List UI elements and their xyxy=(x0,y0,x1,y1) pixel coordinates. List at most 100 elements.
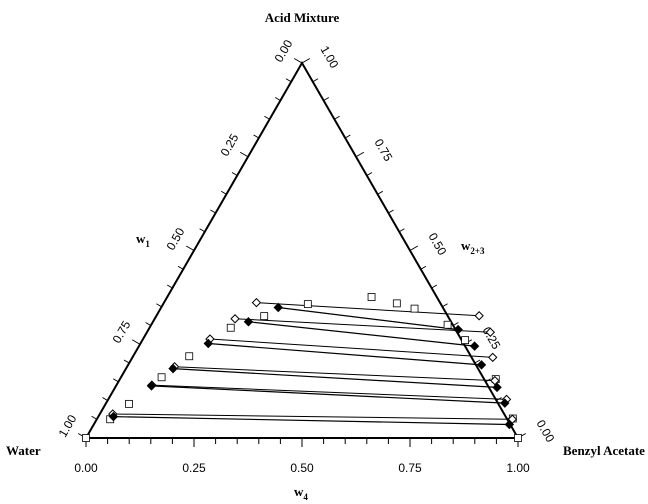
left-tick xyxy=(285,78,292,83)
bottom-tick-labels: 0.00 0.25 0.50 0.75 1.00 xyxy=(74,461,530,475)
right-tick xyxy=(355,151,365,158)
tie-line-open xyxy=(174,366,495,382)
tie-line-filled xyxy=(248,321,475,347)
left-tick xyxy=(199,228,206,233)
left-tick xyxy=(253,134,260,139)
left-tick-label: 0.50 xyxy=(164,225,188,253)
left-tick xyxy=(145,322,152,326)
filled-diamond-marker xyxy=(500,398,510,408)
binodal-square-marker xyxy=(125,399,133,408)
bottom-tick-label: 0.50 xyxy=(290,461,314,475)
right-tick xyxy=(334,115,340,120)
bottom-tick-label: 0.25 xyxy=(182,461,206,475)
axis-label-w4-main: w xyxy=(294,484,304,499)
filled-diamond-marker xyxy=(168,363,178,374)
bottom-tick-label: 0.00 xyxy=(74,461,98,475)
vertex-label-right: Benzyl Acetate xyxy=(563,443,645,458)
open-diamond-marker xyxy=(230,314,240,324)
binodal-square-marker xyxy=(303,300,312,309)
tie-line-filled xyxy=(278,306,459,331)
right-tick-label: 0.50 xyxy=(426,230,450,258)
left-tick xyxy=(220,190,227,195)
tie-line-filled xyxy=(151,385,505,404)
right-tick xyxy=(398,228,405,233)
left-tick xyxy=(293,58,303,64)
left-tick xyxy=(231,172,238,176)
filled-diamond-marker xyxy=(469,341,480,351)
binodal-square-marker xyxy=(185,352,194,361)
right-tick xyxy=(442,303,448,308)
right-tick-label: 0.00 xyxy=(534,417,558,445)
left-tick xyxy=(239,151,249,158)
axis-label-w4: w4 xyxy=(294,484,308,502)
filled-diamond-marker xyxy=(108,411,119,422)
binodal-square-marker xyxy=(82,434,90,442)
axis-label-w1-main: w xyxy=(136,231,146,246)
binodal-square-marker xyxy=(260,312,269,321)
filled-diamond-marker xyxy=(203,338,213,349)
vertex-label-left: Water xyxy=(6,443,41,458)
filled-diamond-marker xyxy=(504,419,515,430)
right-tick-label: 0.25 xyxy=(480,324,504,352)
left-tick xyxy=(102,397,108,401)
binodal-square-marker xyxy=(157,373,166,382)
filled-diamond-marker xyxy=(476,360,487,370)
left-tick xyxy=(156,303,162,308)
left-tick xyxy=(177,265,184,270)
left-tick-labels: 0.00 0.25 0.50 0.75 1.00 xyxy=(56,37,296,440)
right-tick xyxy=(301,58,311,64)
tie-line-open xyxy=(112,413,513,420)
left-tick-label: 0.25 xyxy=(218,131,242,159)
binodal-square-marker xyxy=(392,299,401,308)
tie-line-filled xyxy=(208,342,482,366)
bottom-tick-label: 0.75 xyxy=(398,461,422,475)
right-tick xyxy=(323,97,330,101)
right-tick xyxy=(312,78,319,83)
left-tick xyxy=(185,245,195,251)
filled-diamond-marker xyxy=(146,381,157,391)
left-tick xyxy=(274,97,281,101)
tie-lines xyxy=(112,302,513,426)
tie-line-open xyxy=(209,338,493,358)
right-tick xyxy=(431,284,438,289)
left-tick xyxy=(123,359,130,364)
binodal-square-marker xyxy=(367,293,376,301)
binodal-square-marker xyxy=(514,434,522,442)
left-tick xyxy=(210,209,216,214)
tie-line-filled xyxy=(173,368,498,388)
right-tick xyxy=(452,322,459,326)
right-tick xyxy=(420,265,427,270)
data-markers xyxy=(82,293,522,442)
left-tick xyxy=(166,284,173,289)
right-tick xyxy=(377,190,384,195)
axis-label-w4-sub: 4 xyxy=(303,492,308,502)
axis-label-w23: w2+3 xyxy=(461,238,485,256)
bottom-tick-label: 1.00 xyxy=(506,461,530,475)
binodal-square-marker xyxy=(461,336,469,345)
tie-line-open xyxy=(151,384,507,400)
left-tick xyxy=(91,415,98,420)
filled-diamond-marker xyxy=(243,317,254,327)
right-tick-label: 0.75 xyxy=(372,136,396,164)
right-tick xyxy=(409,245,419,251)
left-tick-label: 0.75 xyxy=(110,318,134,346)
axis-label-w23-sub: 2+3 xyxy=(470,246,485,256)
right-tick xyxy=(388,209,394,214)
open-diamond-marker xyxy=(488,352,498,363)
axis-label-w23-main: w xyxy=(461,238,471,253)
left-tick xyxy=(264,115,270,120)
filled-diamond-marker xyxy=(273,302,283,313)
right-tick-label: 1.00 xyxy=(318,43,342,71)
right-tick xyxy=(366,172,373,176)
tie-line-open xyxy=(256,302,480,317)
tie-line-open xyxy=(235,318,491,333)
axis-label-w1-sub: 1 xyxy=(145,239,150,249)
open-diamond-marker xyxy=(474,311,484,321)
left-tick-label: 1.00 xyxy=(56,412,80,440)
right-tick-labels: 1.00 0.75 0.50 0.25 0.00 xyxy=(318,43,558,445)
vertex-label-top: Acid Mixture xyxy=(265,10,340,25)
filled-diamond-marker xyxy=(453,324,463,335)
binodal-square-marker xyxy=(410,304,419,313)
right-tick xyxy=(474,359,481,364)
filled-diamond-marker xyxy=(492,382,502,393)
